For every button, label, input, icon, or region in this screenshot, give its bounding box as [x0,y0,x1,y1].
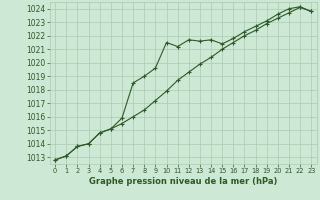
X-axis label: Graphe pression niveau de la mer (hPa): Graphe pression niveau de la mer (hPa) [89,177,277,186]
